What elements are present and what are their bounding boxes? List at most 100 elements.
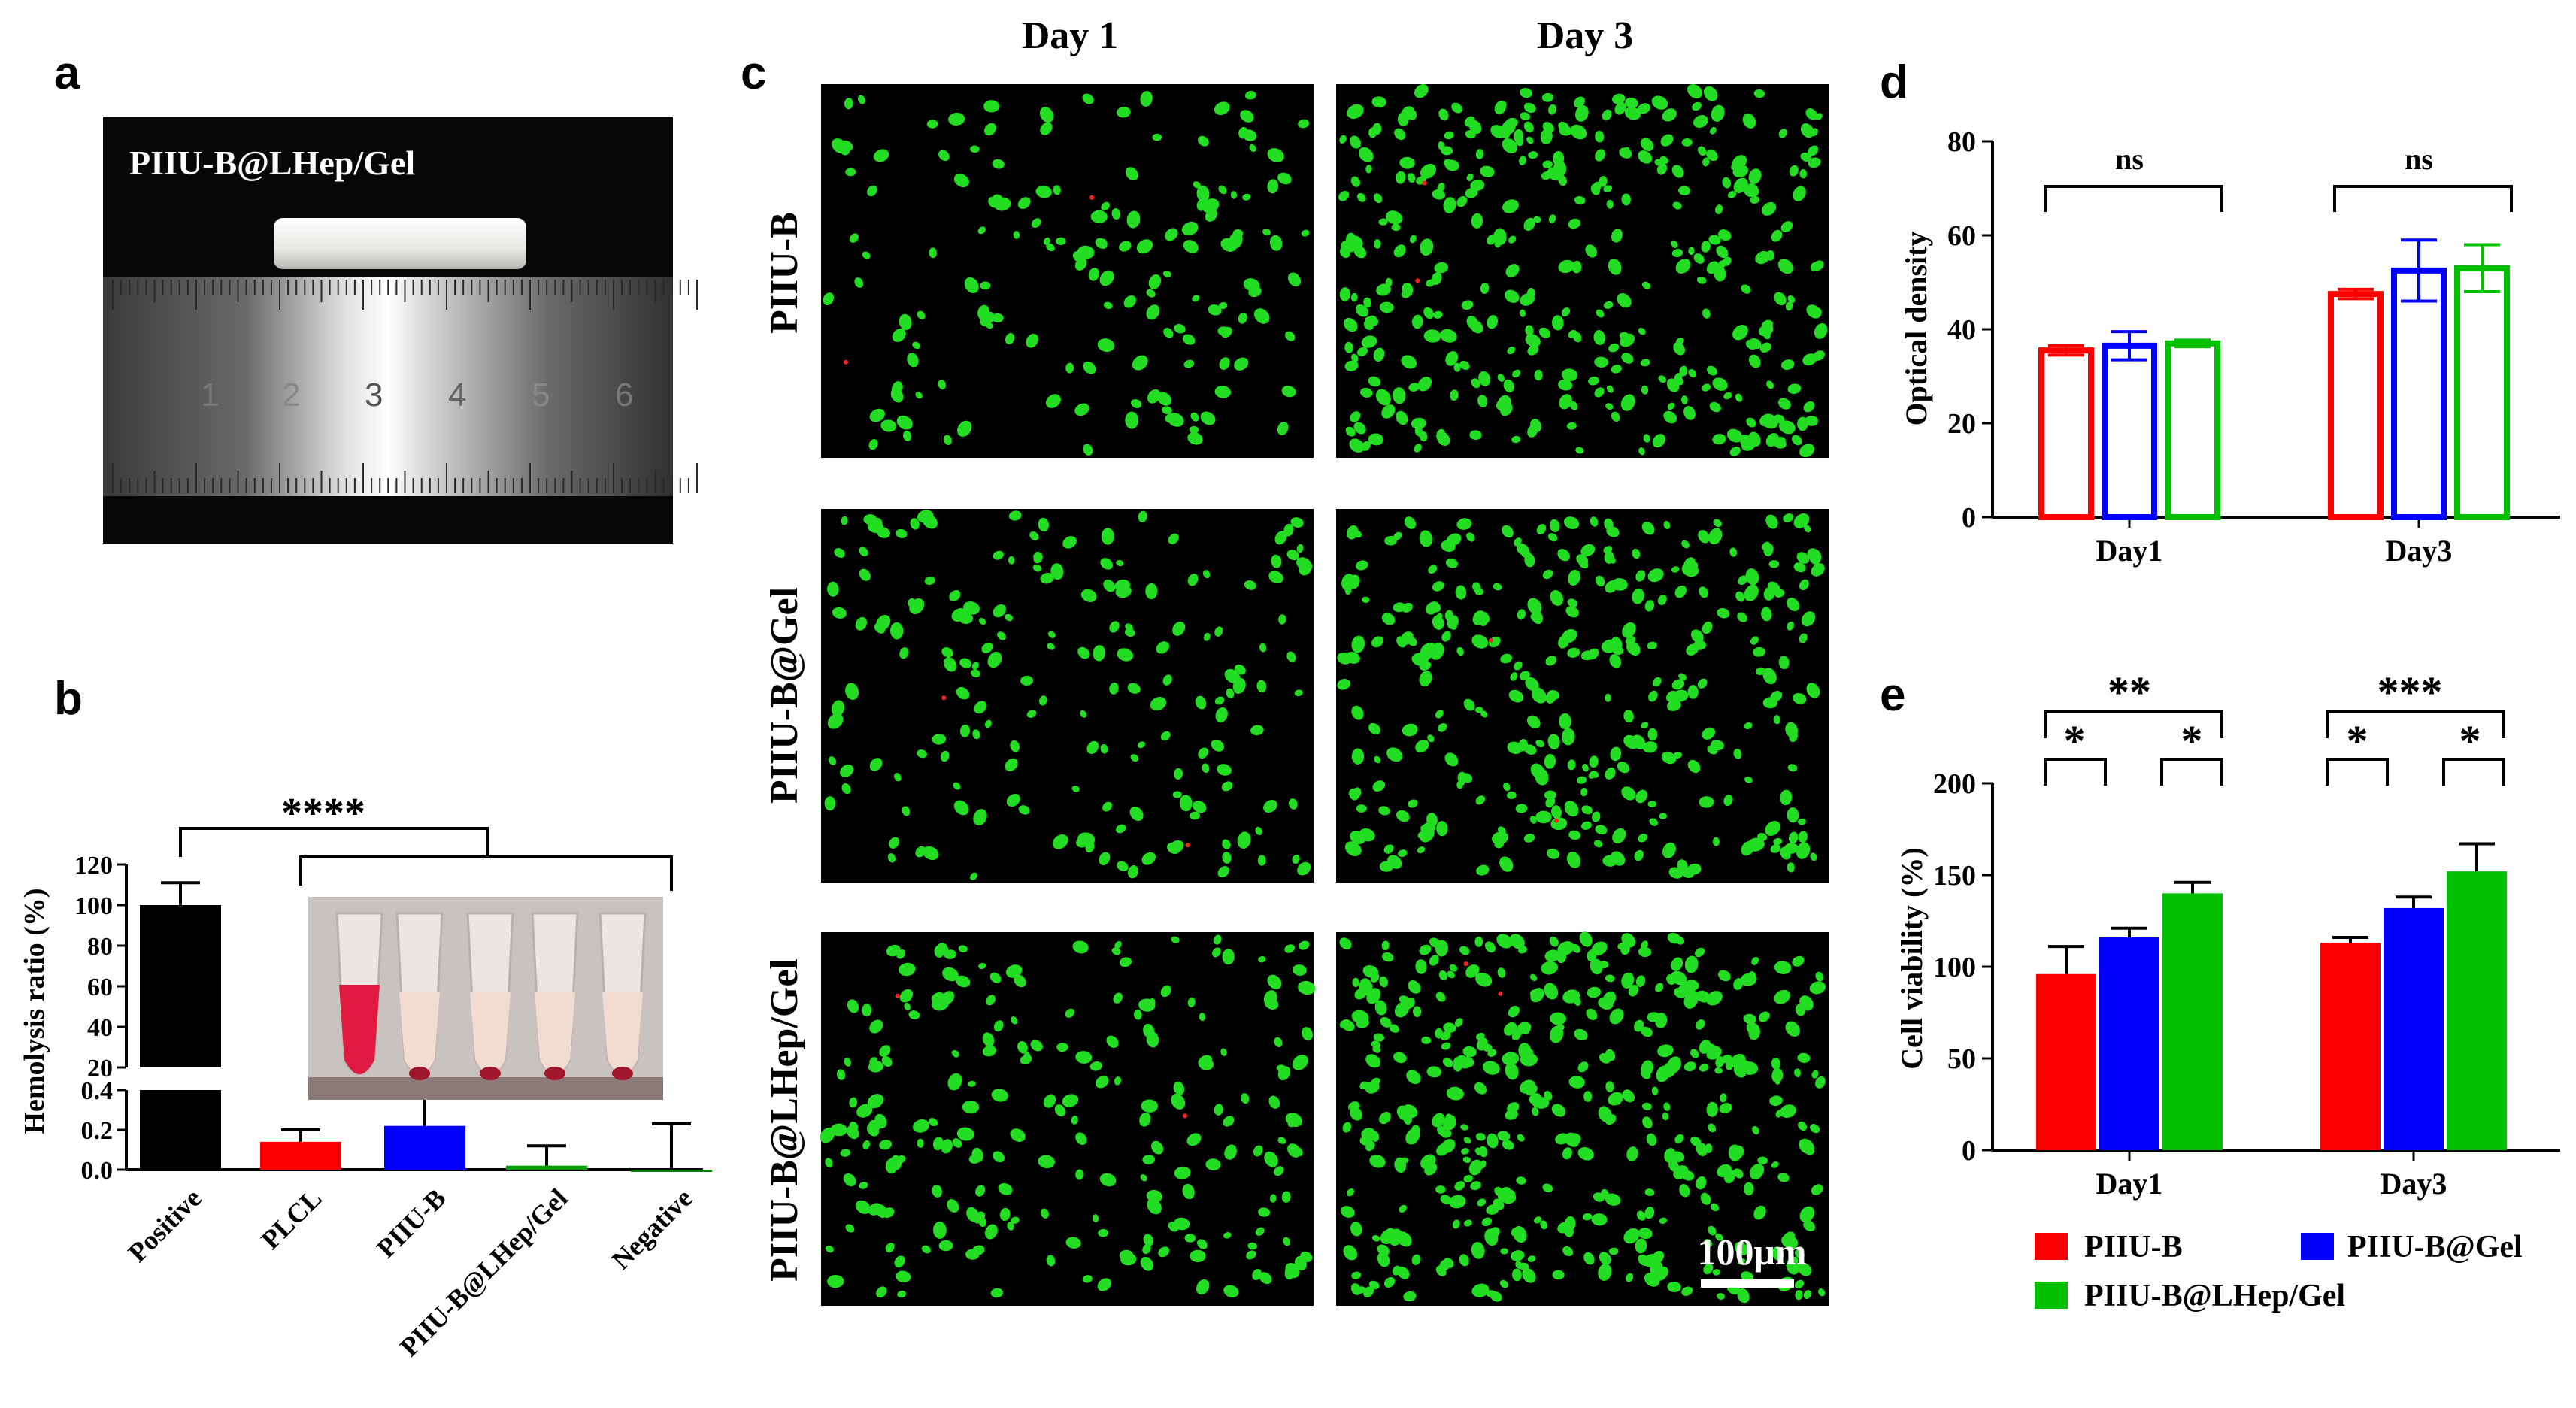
live-cell xyxy=(1497,374,1505,382)
live-cell xyxy=(1623,1228,1640,1244)
live-cell xyxy=(907,598,915,607)
live-cell xyxy=(1788,831,1799,844)
live-cell xyxy=(1419,646,1432,662)
panel-c: Day 1 Day 3 PIIU-B PIIU-B@Gel PIIU-B@LHe… xyxy=(763,14,1829,1306)
live-cell xyxy=(1411,1254,1421,1266)
live-cell xyxy=(1743,1182,1754,1196)
live-cell xyxy=(1797,1262,1812,1276)
live-cell xyxy=(1372,1046,1381,1053)
live-cell xyxy=(1477,1037,1488,1051)
live-cell xyxy=(857,95,865,104)
live-cell xyxy=(1277,1137,1286,1144)
c-col-header-day3: Day 3 xyxy=(1537,14,1634,57)
panel-letter-c: c xyxy=(741,47,766,99)
live-cell xyxy=(1131,399,1142,408)
live-cell xyxy=(1043,237,1050,245)
live-cell xyxy=(1271,554,1282,568)
live-cell xyxy=(1508,689,1524,703)
live-cell xyxy=(1641,722,1649,729)
live-cell xyxy=(1551,805,1562,819)
live-cell xyxy=(1638,150,1653,164)
live-cell xyxy=(1762,668,1777,685)
live-cell xyxy=(1268,571,1283,583)
live-cell xyxy=(1263,990,1277,1007)
live-cell xyxy=(1552,1270,1565,1280)
live-cell xyxy=(1717,1164,1732,1178)
live-cell xyxy=(1805,108,1817,120)
live-cell xyxy=(1657,595,1667,605)
live-cell xyxy=(1497,395,1511,413)
live-cell xyxy=(1602,855,1618,867)
live-cell xyxy=(1642,741,1658,753)
live-cell xyxy=(1598,1263,1612,1281)
live-cell xyxy=(1733,748,1742,759)
live-cell xyxy=(1174,324,1186,334)
live-cell xyxy=(1007,1222,1014,1231)
live-cell xyxy=(1576,554,1589,566)
live-cell xyxy=(1368,376,1381,387)
live-cell xyxy=(1703,86,1718,101)
live-cell xyxy=(1562,1147,1572,1160)
live-cell xyxy=(1551,315,1564,331)
live-cell xyxy=(1339,937,1352,950)
live-cell xyxy=(1575,447,1584,454)
live-cell xyxy=(1770,691,1783,702)
live-cell xyxy=(874,622,886,634)
live-cell xyxy=(1289,798,1298,810)
live-cell xyxy=(982,1032,995,1047)
live-cell xyxy=(1138,998,1156,1012)
live-cell xyxy=(1793,186,1806,201)
live-cell xyxy=(931,992,945,1004)
d-bracket-day1 xyxy=(2044,185,2223,212)
live-cell xyxy=(1663,520,1671,530)
live-cell xyxy=(1133,1009,1142,1020)
live-cell xyxy=(1748,354,1761,368)
x-category-label: Day1 xyxy=(2096,534,2163,568)
live-cell xyxy=(1211,739,1225,752)
live-cell xyxy=(1744,186,1756,198)
e-bracket-day3-left xyxy=(2326,758,2389,786)
live-cell xyxy=(1507,1102,1520,1113)
live-cell xyxy=(1340,1206,1355,1218)
live-cell xyxy=(1638,1228,1653,1240)
live-cell xyxy=(1777,1173,1790,1182)
live-cell xyxy=(1381,613,1396,625)
live-cell xyxy=(1715,1233,1723,1241)
d-significance: ns ns xyxy=(2044,142,2513,212)
live-cell xyxy=(1017,1041,1028,1054)
live-cell xyxy=(1778,129,1787,138)
live-cell xyxy=(1755,250,1770,265)
live-cell xyxy=(1374,755,1381,764)
live-cell xyxy=(1566,851,1581,868)
live-cell xyxy=(1371,96,1386,108)
live-cell xyxy=(1688,247,1695,256)
live-cell xyxy=(1617,943,1627,950)
dead-cell xyxy=(1185,843,1190,848)
live-cell xyxy=(1274,1166,1284,1176)
live-cell xyxy=(1652,677,1662,687)
b-tick-label: 40 xyxy=(87,1014,113,1042)
live-cell xyxy=(1039,695,1047,706)
live-cell xyxy=(1606,199,1614,209)
live-cell xyxy=(1368,722,1380,735)
e-bracket-day3-outer xyxy=(2326,710,2505,738)
live-cell xyxy=(1648,690,1658,702)
live-cell xyxy=(1702,727,1716,740)
live-cell xyxy=(1396,171,1406,184)
dead-cell xyxy=(1553,818,1559,823)
live-cell xyxy=(1706,149,1718,162)
live-cell xyxy=(1608,343,1620,353)
live-cell xyxy=(938,150,950,161)
live-cell xyxy=(1550,1025,1564,1043)
live-cell xyxy=(885,1158,898,1174)
live-cell xyxy=(1568,329,1577,338)
live-cell xyxy=(828,756,837,765)
b-bar-lower-segment xyxy=(140,1090,221,1170)
live-cell xyxy=(989,972,1002,983)
graft-tube xyxy=(274,218,526,269)
live-cell xyxy=(1567,647,1580,658)
d-bars xyxy=(2038,238,2510,520)
live-cell xyxy=(1005,613,1014,622)
live-cell xyxy=(1681,1286,1693,1296)
live-cell xyxy=(1527,425,1538,438)
